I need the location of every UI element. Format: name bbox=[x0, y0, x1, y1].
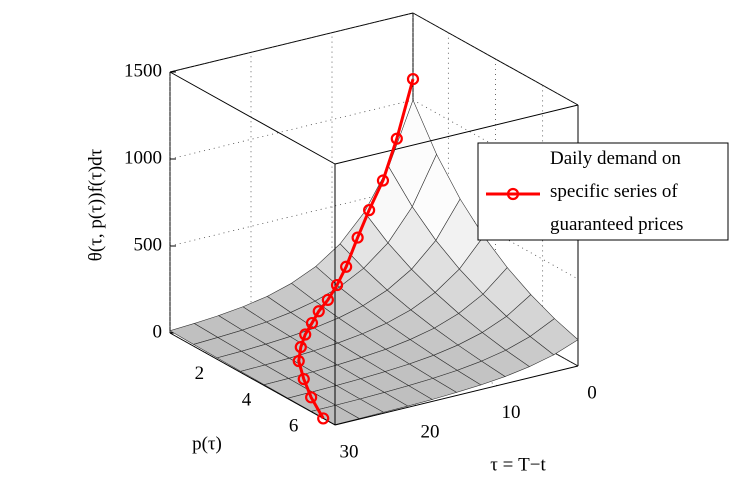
x-tick-label: 30 bbox=[340, 441, 359, 462]
series-marker bbox=[351, 231, 364, 244]
series-marker bbox=[321, 293, 334, 307]
y-axis-label: p(τ) bbox=[192, 433, 222, 454]
series-marker bbox=[330, 278, 344, 292]
box-edge bbox=[334, 365, 579, 426]
series-marker bbox=[363, 204, 376, 217]
z-tick-label: 0 bbox=[153, 321, 163, 342]
z-tick-label: 1500 bbox=[124, 60, 162, 81]
series-marker bbox=[292, 354, 305, 368]
series-marker bbox=[297, 372, 310, 386]
series-marker bbox=[305, 316, 319, 330]
box-edge bbox=[334, 104, 579, 165]
series-marker bbox=[406, 73, 420, 86]
series-marker bbox=[299, 328, 312, 341]
series-marker bbox=[390, 132, 403, 145]
series-marker bbox=[376, 174, 390, 187]
y-tick-label: 4 bbox=[242, 389, 252, 410]
series-marker bbox=[317, 412, 330, 425]
series-line bbox=[297, 78, 415, 420]
box-edge bbox=[169, 332, 336, 426]
y-tick-label: 6 bbox=[289, 416, 299, 437]
legend-marker bbox=[506, 187, 520, 201]
x-axis-label: τ = T−t bbox=[490, 454, 546, 475]
z-tick-label: 1000 bbox=[124, 147, 162, 168]
x-tick-label: 20 bbox=[421, 422, 440, 443]
series-marker bbox=[312, 305, 325, 318]
x-tick-label: 10 bbox=[502, 402, 521, 423]
box-edge bbox=[169, 71, 336, 165]
grid-line bbox=[169, 12, 579, 106]
series-marker bbox=[305, 391, 318, 404]
legend-label: Daily demand on specific series of guara… bbox=[550, 148, 686, 235]
series-marker bbox=[340, 260, 353, 273]
z-tick-label: 500 bbox=[134, 234, 163, 255]
legend: Daily demand on specific series of guara… bbox=[477, 142, 729, 241]
x-tick-label: 0 bbox=[587, 382, 597, 403]
y-tick-label: 2 bbox=[195, 363, 205, 384]
box-edge bbox=[412, 12, 579, 106]
legend-box bbox=[477, 142, 729, 241]
series-marker bbox=[294, 341, 307, 354]
z-axis-label: θ(τ, p(τ))f(τ)dτ bbox=[85, 148, 106, 261]
